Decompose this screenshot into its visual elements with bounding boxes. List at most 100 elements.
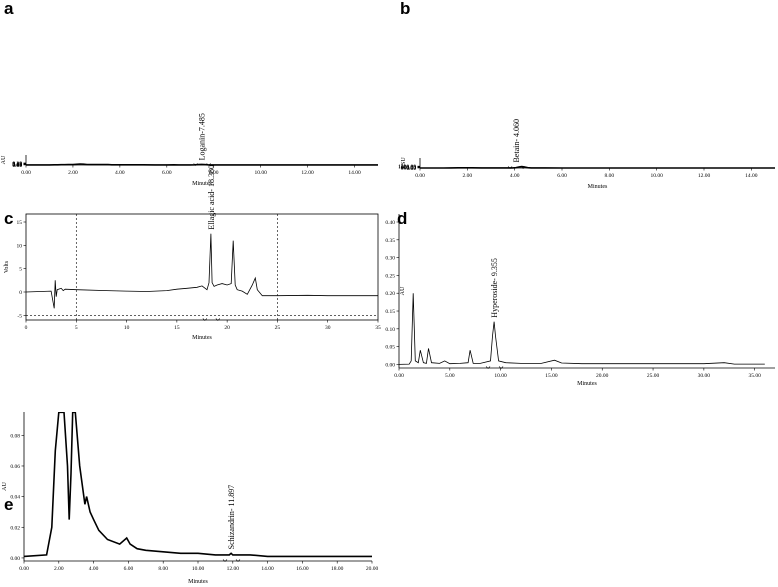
y-tick-label: 0.10 <box>385 327 395 333</box>
x-tick-label: 14.00 <box>348 170 361 176</box>
y-tick-label: 0.25 <box>385 273 395 279</box>
x-tick-label: 0 <box>25 325 28 331</box>
x-tick-label: 10.00 <box>650 173 663 179</box>
x-tick-label: 20.00 <box>366 566 379 572</box>
x-tick-label: 30 <box>325 325 331 331</box>
y-axis-title: AU <box>1 155 7 164</box>
x-tick-label: 14.00 <box>261 566 274 572</box>
x-tick-label: 20 <box>224 325 230 331</box>
y-tick-label: 0.00 <box>385 362 395 368</box>
y-tick-label: 10 <box>17 243 23 249</box>
integration-marker <box>193 163 211 166</box>
panel-d: d 0.00 5.00 10.00 15.00 20.00 25.00 30.00 35.00 0… <box>385 209 775 387</box>
x-tick-label: 2.00 <box>68 170 78 176</box>
y-tick-label: 0.35 <box>385 238 395 244</box>
y-tick-label: 0.00 <box>406 166 416 172</box>
peak-annotation: Schizandrin- 11.897 <box>227 485 236 550</box>
chromatogram-trace <box>24 412 372 558</box>
x-tick-label: 12.00 <box>698 173 711 179</box>
y-tick-label: 0.20 <box>12 161 22 167</box>
x-tick-label: 10.00 <box>254 170 267 176</box>
y-axis-title: Volts <box>4 260 10 273</box>
y-tick-label: 0.00 <box>12 163 22 169</box>
panel-c: c0 5 10 15 20 25 30 35-5051015MinutesVoltsEllag… <box>4 165 381 341</box>
panel-label: c <box>4 209 13 228</box>
panel-label: d <box>397 209 407 228</box>
chromatogram-trace <box>420 165 775 169</box>
peak-annotation: Ellagic acid- 18.380 <box>207 165 216 230</box>
x-tick-label: 0.00 <box>415 173 425 179</box>
x-tick-label: 35 <box>375 325 381 331</box>
x-tick-label: 15 <box>174 325 180 331</box>
x-tick-label: 0.00 <box>21 170 31 176</box>
panel-e: e 0.00 2.00 4.00 6.00 8.00 10.00 12.00 14.00 16.0… <box>2 412 378 585</box>
x-axis-title: Minutes <box>588 184 608 190</box>
x-tick-label: 2.00 <box>463 173 473 179</box>
y-tick-label: 0.10 <box>12 162 22 168</box>
y-tick-label: 0.08 <box>12 162 22 168</box>
x-tick-label: 4.00 <box>510 173 520 179</box>
x-tick-label: 15.00 <box>545 373 558 379</box>
x-tick-label: 12.00 <box>227 566 240 572</box>
x-tick-label: 35.00 <box>748 373 761 379</box>
y-tick-label: -5 <box>17 313 22 319</box>
x-tick-label: 25.00 <box>647 373 660 379</box>
x-tick-label: 25 <box>275 325 281 331</box>
peak-annotation: Loganin-7.485 <box>198 113 207 160</box>
x-tick-label: 20.00 <box>596 373 609 379</box>
y-tick-label: 0 <box>19 290 22 296</box>
panel-label: a <box>4 0 14 18</box>
y-tick-label: 400.00 <box>401 165 416 171</box>
peak-annotation: Hyperoside- 9.355 <box>490 258 499 318</box>
y-tick-label: 0.06 <box>12 162 22 168</box>
y-tick-label: 0.08 <box>10 433 20 439</box>
y-tick-label: 0.18 <box>12 161 22 167</box>
panel-a: a 0.00 2.00 4.00 6.00 8.00 10.00 12.00 14.00 0.00… <box>1 0 378 187</box>
y-tick-label: 0.05 <box>385 345 395 351</box>
peak-annotation: Betain- 4.060 <box>512 119 521 163</box>
x-tick-label: 4.00 <box>89 566 99 572</box>
y-tick-label: 0.06 <box>10 464 20 470</box>
x-tick-label: 14.00 <box>745 173 758 179</box>
x-tick-label: 16.00 <box>296 566 309 572</box>
y-tick-label: 1200.00 <box>398 164 416 170</box>
y-tick-label: 15 <box>17 220 23 226</box>
x-axis-title: Minutes <box>192 335 212 341</box>
y-tick-label: 0.04 <box>12 163 22 169</box>
integration-marker <box>485 366 504 369</box>
y-tick-label: 0.16 <box>12 161 22 167</box>
x-tick-label: 18.00 <box>331 566 344 572</box>
y-axis-title: LSU <box>401 157 407 169</box>
y-axis-title: AU <box>400 286 406 295</box>
panel-label: e <box>4 495 13 514</box>
integration-marker <box>222 559 241 562</box>
y-tick-label: 0.02 <box>10 525 20 531</box>
y-tick-label: 0.02 <box>12 163 22 169</box>
x-tick-label: 5.00 <box>445 373 455 379</box>
chromatogram-trace <box>26 163 378 166</box>
x-tick-label: 10.00 <box>494 373 507 379</box>
y-tick-label: 1000.00 <box>398 164 416 170</box>
panel-label: b <box>400 0 410 18</box>
y-tick-label: 0.04 <box>10 495 20 501</box>
x-axis-title: Minutes <box>188 579 208 585</box>
x-axis-title: Minutes <box>577 381 597 387</box>
x-tick-label: 0.00 <box>394 373 404 379</box>
x-tick-label: 5 <box>75 325 78 331</box>
y-tick-label: 0.00 <box>10 556 20 562</box>
x-axis-title: Minutes <box>192 181 212 187</box>
x-tick-label: 8.00 <box>209 170 219 176</box>
x-tick-label: 6.00 <box>124 566 134 572</box>
x-tick-label: 0.00 <box>19 566 29 572</box>
x-tick-label: 2.00 <box>54 566 64 572</box>
y-tick-label: 0.30 <box>385 256 395 262</box>
x-tick-label: 8.00 <box>605 173 615 179</box>
x-tick-label: 8.00 <box>158 566 168 572</box>
y-tick-label: 0.20 <box>385 291 395 297</box>
x-tick-label: 4.00 <box>115 170 125 176</box>
chromatogram-trace <box>399 293 765 365</box>
x-tick-label: 12.00 <box>301 170 314 176</box>
x-tick-label: 30.00 <box>698 373 711 379</box>
chromatogram-trace <box>26 233 378 309</box>
